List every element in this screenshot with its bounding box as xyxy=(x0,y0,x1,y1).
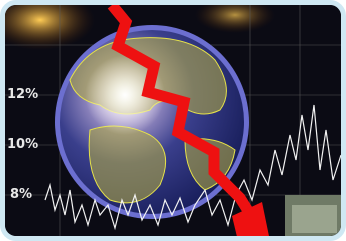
percent-label: 8% xyxy=(10,187,32,202)
banknotes xyxy=(292,205,337,233)
percent-label: 12% xyxy=(7,87,38,102)
percent-label: 10% xyxy=(7,137,38,152)
image-frame: 12% 10% 8% xyxy=(0,0,346,241)
illustration: 12% 10% 8% xyxy=(5,5,341,236)
